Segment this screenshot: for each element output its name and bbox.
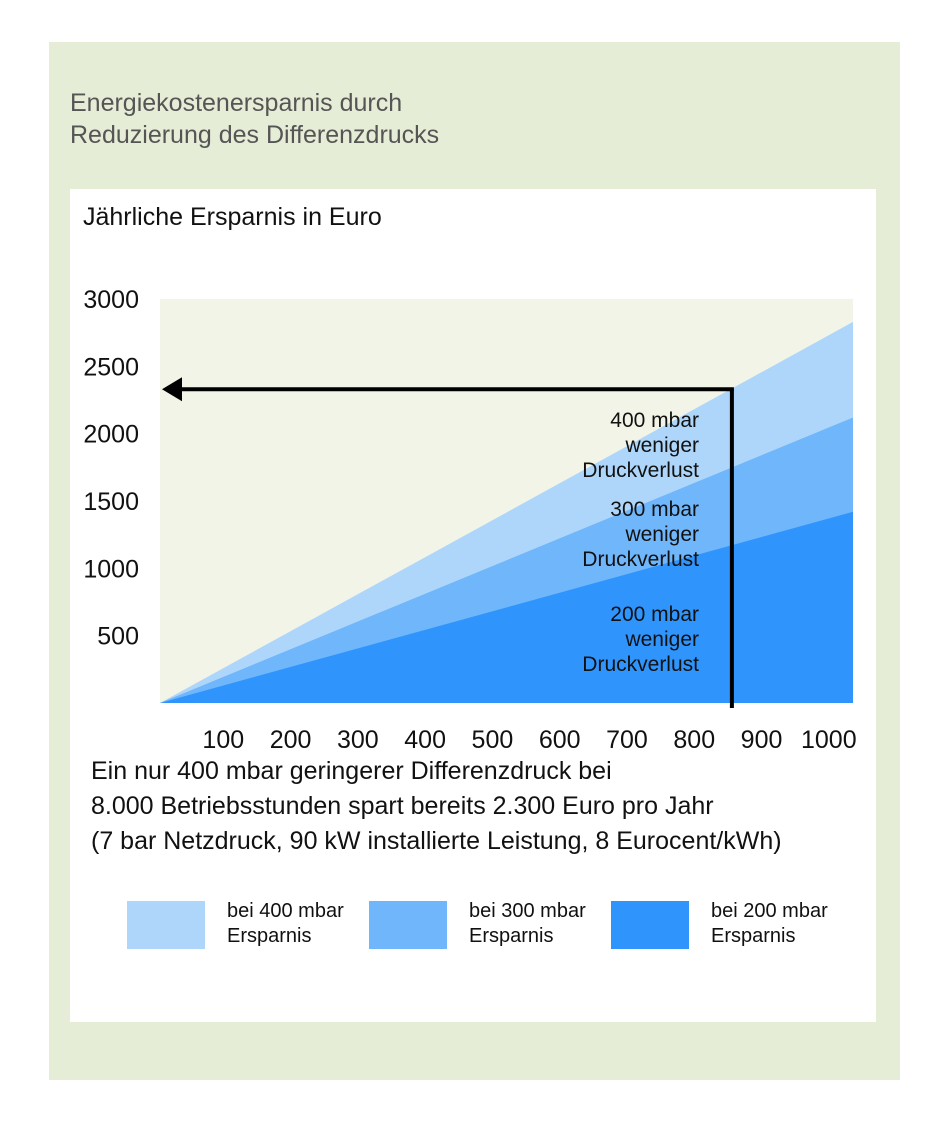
y-tick-label: 500 bbox=[97, 623, 139, 651]
annotation-1-line-1: 400 mbar bbox=[610, 409, 699, 432]
caption-line-2: 8.000 Betriebsstunden spart bereits 2.30… bbox=[91, 792, 714, 820]
x-tick-label: 600 bbox=[539, 726, 581, 749]
caption-line-1: Ein nur 400 mbar geringerer Differenzdru… bbox=[91, 757, 612, 785]
legend-label-200-line2: Ersparnis bbox=[711, 925, 796, 947]
annotation-2-line-3: Druckverlust bbox=[582, 548, 699, 571]
chart-caption: Ein nur 400 mbar geringerer Differenzdru… bbox=[91, 754, 782, 859]
chart-panel: Jährliche Ersparnis in Euro 500 1000 1500 2… bbox=[70, 189, 876, 1022]
annotation-3-line-3: Druckverlust bbox=[582, 653, 699, 676]
legend-label-300-line2: Ersparnis bbox=[469, 925, 554, 947]
legend-swatch-200 bbox=[611, 901, 689, 949]
x-tick-label: 900 bbox=[741, 726, 783, 749]
x-tick-label: 500 bbox=[472, 726, 514, 749]
annotation-1-line-2: weniger bbox=[624, 434, 699, 457]
infographic-background: Energiekostenersparnis durch Reduzierung… bbox=[49, 42, 900, 1080]
x-tick-label: 800 bbox=[673, 726, 715, 749]
caption-line-3: (7 bar Netzdruck, 90 kW installierte Lei… bbox=[91, 827, 782, 855]
x-tick-label: 100 bbox=[202, 726, 244, 749]
x-tick-label: 300 bbox=[337, 726, 379, 749]
legend-label-200-line1: bei 200 mbar bbox=[711, 900, 828, 922]
annotation-2-line-2: weniger bbox=[624, 523, 699, 546]
legend-swatch-400 bbox=[127, 901, 205, 949]
x-tick-label: 700 bbox=[606, 726, 648, 749]
y-tick-label: 1000 bbox=[83, 555, 139, 583]
legend-label-200: bei 200 mbar Ersparnis bbox=[711, 899, 828, 949]
y-tick-label: 2500 bbox=[83, 353, 139, 381]
legend-label-400: bei 400 mbar Ersparnis bbox=[227, 899, 344, 949]
legend-swatch-300 bbox=[369, 901, 447, 949]
annotation-3-line-2: weniger bbox=[624, 628, 699, 651]
title-line-1: Energiekostenersparnis durch bbox=[70, 89, 403, 117]
annotation-1-line-3: Druckverlust bbox=[582, 459, 699, 482]
legend-label-300: bei 300 mbar Ersparnis bbox=[469, 899, 586, 949]
x-tick-label: 400 bbox=[404, 726, 446, 749]
x-tick-label: 1000 bbox=[801, 726, 857, 749]
annotation-2-line-1: 300 mbar bbox=[610, 498, 699, 521]
legend-label-400-line2: Ersparnis bbox=[227, 925, 312, 947]
marker-arrowhead bbox=[162, 377, 182, 402]
y-tick-label: 2000 bbox=[83, 421, 139, 449]
chart-canvas: 500 1000 1500 2000 2500 3000 100 200 300 400 500 60… bbox=[83, 286, 857, 749]
x-tick-label: 200 bbox=[270, 726, 312, 749]
y-tick-label: 3000 bbox=[83, 286, 139, 314]
legend-label-400-line1: bei 400 mbar bbox=[227, 900, 344, 922]
title-line-2: Reduzierung des Differenzdrucks bbox=[70, 121, 440, 149]
infographic-title: Energiekostenersparnis durch Reduzierung… bbox=[70, 87, 439, 151]
legend-label-300-line1: bei 300 mbar bbox=[469, 900, 586, 922]
annotation-3-line-1: 200 mbar bbox=[610, 603, 699, 626]
y-axis-label: Jährliche Ersparnis in Euro bbox=[83, 203, 382, 231]
y-tick-label: 1500 bbox=[83, 488, 139, 516]
series-area-3 bbox=[160, 511, 853, 703]
